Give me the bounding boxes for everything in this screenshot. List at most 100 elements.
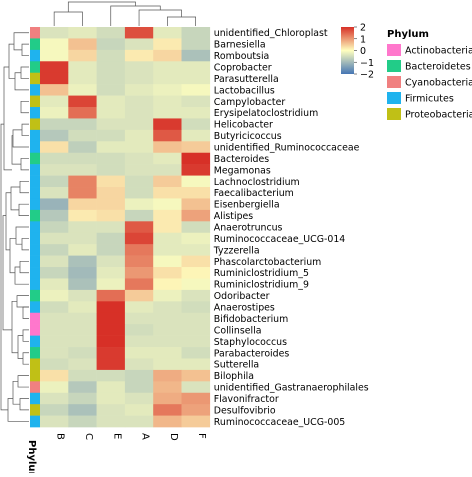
heatmap-cell: [68, 72, 97, 85]
heatmap-cell: [68, 61, 97, 74]
heatmap-cell: [96, 324, 126, 336]
heatmap-cell: [181, 381, 211, 394]
row-label: Butyricicoccus: [214, 131, 282, 142]
heatmap-cell: [96, 335, 126, 348]
heatmap-cell: [181, 27, 211, 39]
dendrogram-branch: [18, 203, 29, 216]
row-label: Bacteroides: [214, 154, 269, 165]
heatmap-cell: [153, 141, 182, 154]
legend-label: Cyanobacteria: [405, 78, 472, 89]
heatmap-cell: [153, 95, 182, 108]
heatmap-cell: [68, 27, 97, 39]
column-label: A: [140, 433, 151, 440]
heatmap-cell: [40, 335, 69, 348]
heatmap-cell: [124, 267, 154, 279]
row-label: Sutterella: [214, 360, 259, 371]
phylum-cell: [30, 312, 40, 325]
heatmap-cell: [40, 301, 69, 314]
legend-swatch: [387, 76, 401, 88]
dendrogram-branch: [167, 16, 196, 26]
heatmap-cell: [40, 164, 69, 176]
heatmap-cell: [124, 27, 154, 39]
heatmap-cell: [181, 221, 211, 234]
colorbar-tick-label: 2: [360, 23, 366, 34]
dendrogram-branch: [19, 398, 29, 411]
heatmap-cell: [181, 84, 211, 96]
phylum-cell: [30, 301, 40, 314]
phylum-cell: [30, 392, 40, 405]
heatmap-cell: [68, 141, 97, 154]
heatmap-cell: [181, 129, 211, 142]
row-label: Collinsella: [214, 325, 262, 336]
dendrogram-branch: [110, 5, 161, 26]
row-label: Lactobacillus: [214, 85, 275, 96]
heatmap-cell: [40, 175, 69, 188]
row-label: Bilophila: [214, 371, 254, 382]
heatmap-cell: [96, 301, 126, 314]
heatmap-cell: [96, 267, 126, 279]
row-label: Staphylococcus: [214, 337, 287, 348]
legend-label: Proteobacteria: [405, 110, 472, 121]
heatmap-cell: [153, 244, 182, 256]
heatmap-cell: [40, 289, 69, 302]
heatmap-cell: [124, 289, 154, 302]
row-label: Desulfovibrio: [214, 405, 276, 416]
phylum-cell: [30, 141, 40, 154]
heatmap-cell: [96, 187, 126, 199]
phylum-cell: [30, 244, 40, 256]
heatmap-cell: [153, 312, 182, 325]
dendrogram-branch: [17, 375, 29, 388]
colorbar: 210−1−2: [341, 23, 374, 81]
row-dendrogram: [0, 32, 29, 422]
heatmap-cell: [68, 347, 97, 359]
heatmap-cell: [124, 244, 154, 256]
column-label: E: [111, 433, 122, 439]
heatmap-cell: [124, 61, 154, 74]
legend-title: Phylum: [387, 29, 429, 40]
phylum-cell: [30, 27, 40, 39]
heatmap-cell: [124, 415, 154, 428]
heatmap-cell: [40, 221, 69, 234]
dendrogram-branch: [3, 66, 12, 171]
heatmap-cell: [96, 164, 126, 176]
heatmap-cell: [40, 347, 69, 359]
dendrogram-branch: [2, 215, 12, 331]
heatmap-cell: [40, 198, 69, 211]
heatmap-cell: [40, 107, 69, 119]
heatmap-cell: [40, 324, 69, 336]
heatmap-cell: [68, 278, 97, 291]
heatmap-cell: [68, 187, 97, 199]
heatmap-cell: [153, 369, 182, 382]
phylum-cell: [30, 369, 40, 382]
heatmap-cell: [153, 415, 182, 428]
row-label: Anaerotruncus: [214, 223, 283, 234]
heatmap-cell: [124, 95, 154, 108]
dendrogram-branch: [14, 266, 29, 285]
heatmap-cell: [40, 267, 69, 279]
phylum-cell: [30, 324, 40, 336]
phylum-legend: Phylum Actinobacteria Bacteroidetes Cyanob…: [387, 29, 472, 121]
heatmap-cell: [68, 209, 97, 222]
heatmap-cell: [153, 347, 182, 359]
heatmap-cell: [40, 392, 69, 405]
heatmap-cell: [40, 358, 69, 371]
heatmap-cell: [181, 335, 211, 348]
heatmap-cell: [40, 278, 69, 291]
heatmap-cell: [181, 107, 211, 119]
row-label: Barnesiella: [214, 40, 266, 51]
heatmap-cell: [68, 301, 97, 314]
heatmap-cell: [124, 118, 154, 131]
dendrogram-branch: [19, 180, 29, 194]
dendrogram-branch: [5, 192, 11, 251]
heatmap-cell: [181, 347, 211, 359]
row-label: Lachnoclostridium: [214, 177, 300, 188]
heatmap-cell: [96, 107, 126, 119]
heatmap-cell: [153, 267, 182, 279]
heatmap-cell: [68, 289, 97, 302]
dendrogram-branch: [17, 335, 23, 359]
heatmap-cell: [96, 381, 126, 394]
heatmap-cell: [124, 107, 154, 119]
heatmap-cell: [153, 289, 182, 302]
heatmap-cell: [124, 369, 154, 382]
